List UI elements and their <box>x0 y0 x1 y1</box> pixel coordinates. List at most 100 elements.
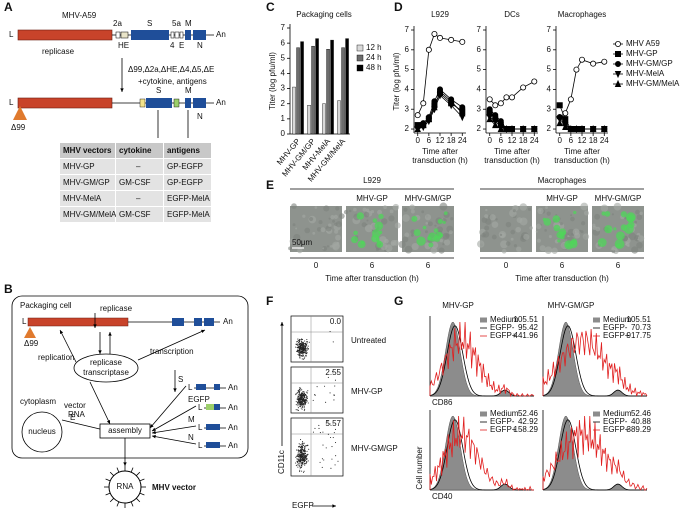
dot <box>322 431 324 433</box>
dot <box>304 447 306 449</box>
dot <box>299 354 301 356</box>
legend-marker <box>615 61 622 68</box>
label: Packaging cell <box>20 301 72 310</box>
y-tick-label: 6 <box>405 45 410 54</box>
marker <box>486 106 493 113</box>
dot <box>299 345 301 347</box>
time-label: 6 <box>616 261 621 270</box>
gfp-signal <box>552 215 561 223</box>
texture <box>477 240 485 248</box>
dot <box>333 432 335 434</box>
marker <box>567 124 575 133</box>
texture <box>580 230 584 234</box>
dot <box>298 400 300 403</box>
dot <box>299 471 301 473</box>
dot <box>297 397 299 399</box>
texture <box>366 219 369 222</box>
label: An <box>228 423 238 432</box>
texture <box>404 232 410 238</box>
dot <box>306 396 308 398</box>
gfp-signal <box>416 236 426 246</box>
dot <box>303 347 305 349</box>
histogram-egfp-neg <box>542 419 647 491</box>
dot <box>300 342 302 345</box>
texture <box>439 238 444 243</box>
texture <box>582 233 590 240</box>
dot <box>297 346 299 348</box>
dot <box>300 345 302 347</box>
dot <box>299 404 301 406</box>
dot <box>304 408 306 411</box>
dot <box>335 455 337 457</box>
texture <box>402 236 409 243</box>
y-tick-label: 4 <box>477 85 482 94</box>
label: L <box>188 383 193 392</box>
table-cell <box>116 207 163 222</box>
dot <box>296 458 298 460</box>
shape <box>206 424 216 430</box>
gfp-signal <box>353 230 358 236</box>
dot <box>297 405 299 407</box>
dot <box>300 354 302 357</box>
table-header-cell <box>116 143 163 158</box>
dot <box>298 462 300 464</box>
arrow-head <box>106 420 111 424</box>
shape <box>214 404 220 410</box>
dot <box>312 431 314 433</box>
texture <box>427 221 433 227</box>
arrow-head <box>93 324 97 328</box>
dot <box>299 357 301 359</box>
dot <box>331 458 333 460</box>
label: RNA <box>68 410 86 419</box>
texture <box>328 223 332 228</box>
x-tick-label: 6 <box>569 136 574 145</box>
dot <box>301 392 303 394</box>
histogram-egfp-pos <box>429 321 535 398</box>
chart-title: L929 <box>431 10 449 19</box>
texture <box>434 224 437 227</box>
marker <box>567 96 574 103</box>
dot <box>297 353 299 356</box>
dot <box>298 443 300 445</box>
dot <box>300 403 302 405</box>
dot <box>299 351 301 353</box>
gfp-signal <box>376 241 384 248</box>
dot <box>304 402 306 404</box>
dot <box>305 459 307 461</box>
legend-label: MHV-GP <box>626 49 658 58</box>
dot <box>329 330 331 333</box>
dot <box>298 339 301 341</box>
label: N <box>188 433 194 442</box>
dot <box>299 451 301 453</box>
dot <box>297 391 299 394</box>
dot <box>301 343 303 345</box>
dot <box>318 427 320 430</box>
dot <box>300 350 302 353</box>
dot <box>301 394 303 396</box>
gfp-signal <box>374 221 384 231</box>
marker <box>573 124 580 133</box>
table-cell <box>164 175 211 190</box>
time-label: 6 <box>370 261 375 270</box>
gfp-signal <box>443 211 448 216</box>
dot <box>297 446 300 448</box>
spike <box>109 471 114 476</box>
dot <box>297 401 299 403</box>
dot <box>304 403 306 405</box>
texture <box>410 209 415 214</box>
label: Δ99,Δ2a,ΔHE,Δ4,Δ5,ΔE <box>128 65 214 74</box>
legend-swatch <box>593 317 600 323</box>
texture <box>334 222 338 227</box>
gfp-signal <box>351 236 359 244</box>
shape <box>206 442 216 448</box>
bar <box>326 49 330 135</box>
bar <box>330 39 334 135</box>
texture <box>320 227 326 233</box>
dot <box>302 391 304 393</box>
table-header-cell <box>60 143 115 158</box>
quadrant-percent: 2.55 <box>325 368 341 377</box>
label: L <box>198 441 203 450</box>
x-tick-label: 24 <box>458 136 467 145</box>
panel-label: A <box>4 0 13 14</box>
dot <box>298 398 301 401</box>
